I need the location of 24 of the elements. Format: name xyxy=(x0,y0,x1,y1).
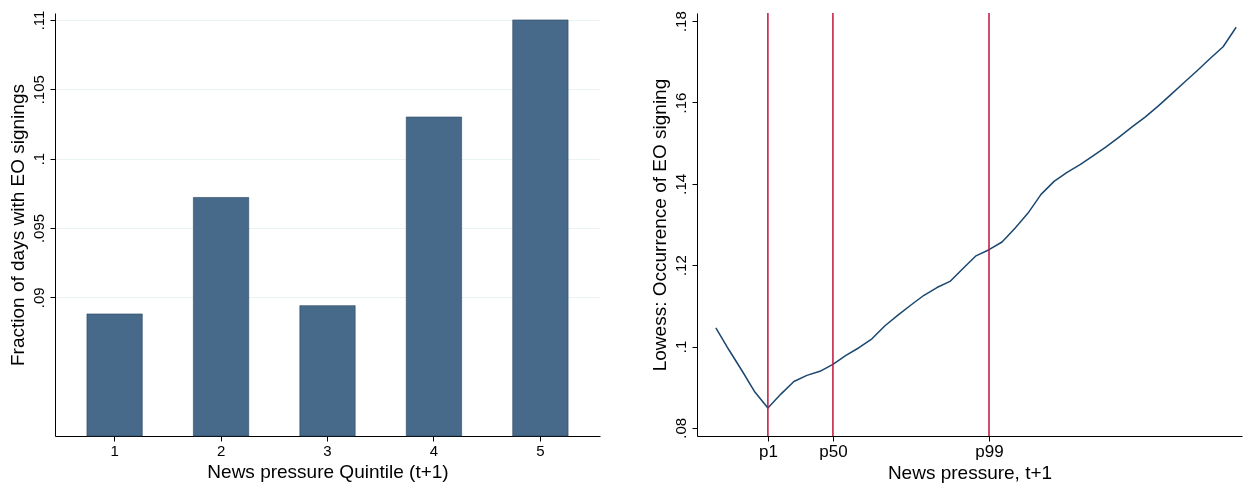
x-tick-label: 5 xyxy=(536,441,545,459)
y-tick-label: .08 xyxy=(671,417,689,439)
x-tick-label: 3 xyxy=(323,441,332,459)
y-tick-label: .1 xyxy=(29,152,47,166)
y-tick-label: .095 xyxy=(29,213,47,244)
x-tick-label: 4 xyxy=(429,441,439,459)
y-tick-label: .105 xyxy=(29,75,47,105)
y-axis-title: Lowess: Occurrence of EO signing xyxy=(648,78,670,372)
x-tick-label: p50 xyxy=(819,441,848,461)
y-tick-label: .1 xyxy=(671,340,689,354)
x-axis-title: News pressure, t+1 xyxy=(887,461,1053,483)
line-series xyxy=(715,26,1237,409)
x-tick-label: p99 xyxy=(975,441,1004,461)
y-tick-label: .16 xyxy=(671,92,689,114)
x-tick-label: 1 xyxy=(110,441,119,459)
y-axis-title: Fraction of days with EO signings xyxy=(6,84,28,366)
y-tick-label: .14 xyxy=(671,173,689,195)
x-tick-label: 2 xyxy=(216,441,226,459)
x-tick-label: p1 xyxy=(758,441,778,461)
y-tick-label: .18 xyxy=(671,11,689,33)
y-tick-label: .09 xyxy=(29,287,47,309)
y-tick-label: .11 xyxy=(29,10,47,31)
y-tick-label: .12 xyxy=(671,255,689,277)
x-axis-title: News pressure Quintile (t+1) xyxy=(207,460,449,482)
